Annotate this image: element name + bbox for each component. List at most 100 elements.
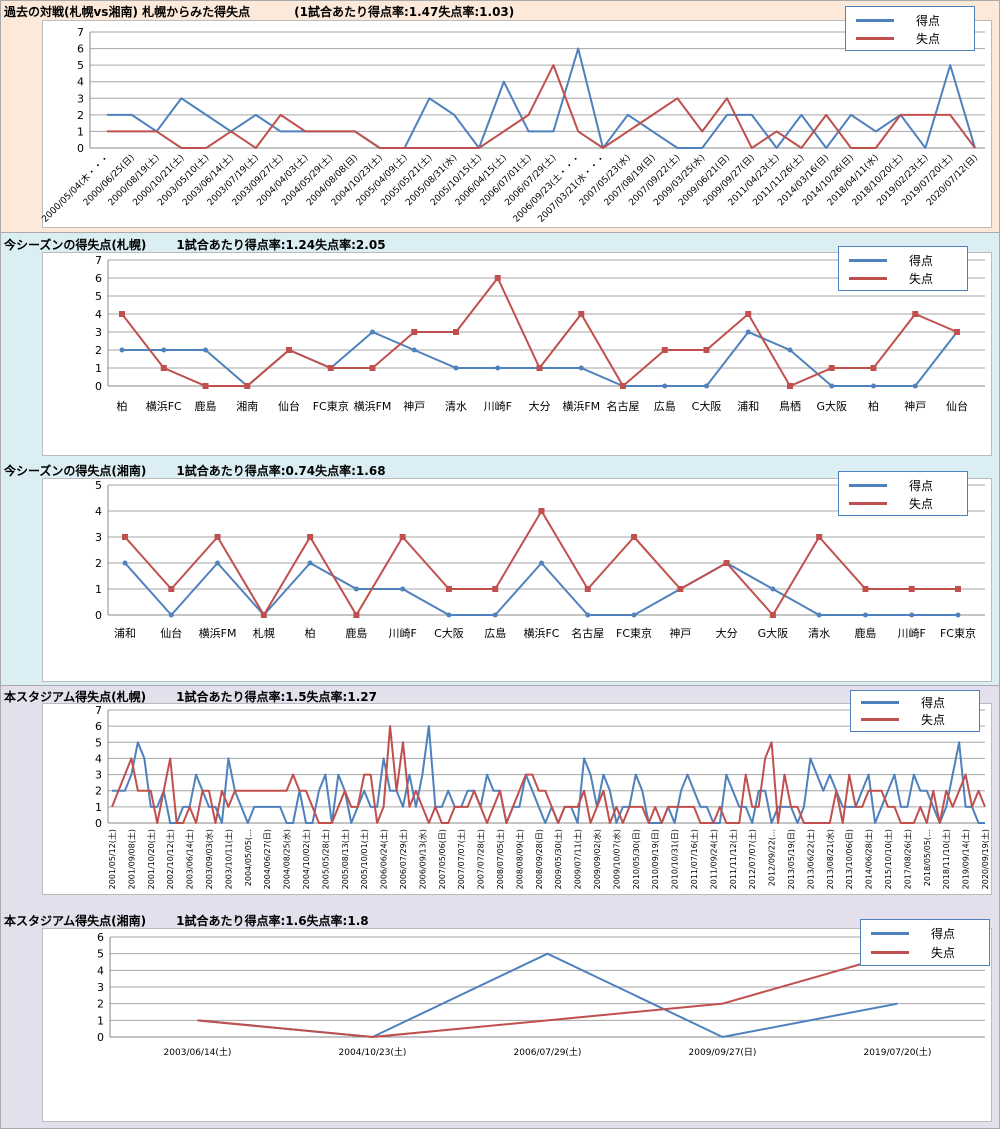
chart-1-series-conceded-line — [107, 64, 976, 149]
chart-3-y-tick: 3 — [95, 531, 102, 544]
chart-4-x-tick: 2013/06/22(土) — [805, 829, 815, 889]
chart-3-title: 今シーズンの得失点(湘南) 1試合あたり得点率:0.74失点率:1.68 — [4, 464, 386, 478]
chart-4-legend: 得点 失点 — [850, 690, 980, 732]
chart-2-scored-point — [704, 383, 709, 389]
chart-3-x-tick: 横浜FM — [199, 626, 237, 640]
chart-3-conceded-point — [492, 586, 499, 592]
chart-3-x-tick: 神戸 — [669, 626, 691, 640]
legend-label-conceded: 失点 — [909, 497, 934, 511]
chart-1-series-scored-line — [107, 47, 976, 149]
chart-2-scored-point — [161, 347, 167, 353]
chart-1-y-tick: 6 — [77, 43, 84, 56]
legend-label-conceded: 失点 — [921, 713, 946, 727]
chart-3-conceded-point — [908, 586, 915, 592]
chart-3-conceded-point — [955, 586, 961, 592]
chart-3-scored-point — [816, 612, 822, 618]
chart-2-x-tick: C大阪 — [692, 399, 722, 413]
chart-2-x-tick: 鹿島 — [195, 399, 217, 413]
chart-2-x-tick: 横浜FM — [354, 399, 392, 413]
chart-3-x-tick: C大阪 — [434, 626, 464, 640]
chart-4-x-tick: 2001/10/20(土) — [146, 829, 156, 889]
chart-3-x-tick: G大阪 — [758, 626, 789, 640]
chart-2-x-tick: 湘南 — [236, 399, 258, 413]
legend-label-conceded: 失点 — [916, 32, 941, 46]
chart-2-scored-point — [912, 383, 918, 389]
legend-label-scored: 得点 — [909, 254, 934, 268]
chart-4-y-tick: 3 — [95, 769, 102, 782]
chart-1-y-tick: 1 — [77, 125, 84, 138]
chart-4-x-tick: 2003/06/14(土) — [185, 829, 195, 889]
chart-3-conceded-point — [399, 534, 406, 540]
chart-2-x-tick: 神戸 — [403, 399, 425, 413]
chart-3-y-tick: 5 — [95, 479, 102, 492]
chart-5-y-tick: 5 — [97, 948, 104, 961]
chart-3-x-tick: 浦和 — [114, 627, 136, 640]
legend-swatch-conceded — [871, 951, 909, 954]
chart-2-y-tick: 3 — [95, 326, 102, 339]
chart-2-scored-point — [829, 383, 835, 389]
chart-2-x-tick: 鳥栖 — [779, 399, 801, 413]
chart-4-x-tick: 2008/09/28(日) — [535, 829, 544, 889]
chart-4-x-tick: 2019/09/14(土) — [961, 829, 971, 889]
chart-3-scored-point — [770, 586, 776, 592]
chart-4-y-tick: 2 — [95, 785, 102, 798]
chart-5-x-tick: 2009/09/27(日) — [689, 1047, 757, 1058]
chart-2-x-tick: 横浜FC — [146, 399, 182, 413]
chart-3-conceded-point — [353, 612, 360, 618]
chart-3-conceded-point — [769, 612, 776, 618]
chart-2-conceded-point — [327, 365, 334, 371]
chart-4-x-tick: 2011/07/16(土) — [689, 829, 699, 889]
chart-3-x-tick: 横浜FC — [523, 626, 559, 640]
chart-3-x-tick: 清水 — [808, 627, 830, 640]
legend-swatch-scored — [849, 259, 887, 262]
chart-3-x-tick: 仙台 — [160, 626, 182, 640]
chart-5-x-tick: 2004/10/23(土) — [339, 1046, 407, 1058]
chart-3-conceded-point — [122, 534, 128, 540]
chart-3-scored-point — [446, 612, 452, 618]
chart-2-conceded-point — [453, 329, 459, 335]
chart-2-scored-point — [411, 347, 417, 353]
chart-4-x-tick: 2011/11/12(土) — [728, 829, 738, 889]
chart-4-x-tick: 2006/09/13(水) — [417, 829, 427, 889]
chart-1-y-tick: 7 — [77, 26, 84, 39]
chart-4-x-tick: 2003/10/11(土) — [223, 829, 233, 889]
chart-4-x-tick: 2009/10/07(水) — [611, 829, 621, 889]
chart-2-scored-point — [203, 347, 208, 353]
chart-2-conceded-point — [870, 365, 877, 371]
chart-3-conceded-point — [584, 586, 591, 592]
chart-4-x-tick: 2010/09/19(日) — [651, 829, 660, 889]
chart-4-x-tick: 2013/10/06(日) — [845, 829, 854, 889]
chart-3-legend: 得点 失点 — [838, 471, 968, 516]
legend-swatch-scored — [871, 932, 909, 935]
legend-label-scored: 得点 — [931, 927, 956, 941]
chart-2-conceded-point — [661, 347, 668, 353]
chart-3-y-tick: 1 — [95, 583, 102, 596]
chart-3-x-tick: 柏 — [305, 626, 316, 640]
chart-5-y-tick: 0 — [97, 1031, 104, 1044]
legend-swatch-conceded — [849, 277, 887, 280]
chart-4-x-tick: 2002/10/12(土) — [165, 829, 175, 889]
chart-2-conceded-point — [787, 383, 793, 389]
chart-5-x-tick: 2019/07/20(土) — [864, 1046, 932, 1058]
chart-3-scored-point — [492, 612, 498, 618]
chart-4-x-tick: 2009/07/11(土) — [573, 829, 583, 889]
chart-2-scored-point — [119, 347, 125, 353]
chart-4-series-scored-line — [112, 725, 985, 824]
chart-4-x-tick: 2006/06/24(土) — [379, 829, 389, 889]
chart-2-x-tick: 名古屋 — [607, 399, 640, 413]
chart-2-conceded-point — [912, 311, 919, 317]
chart-4-x-tick: 2006/07/29(土) — [398, 829, 408, 889]
chart-1-y-tick: 3 — [77, 92, 84, 105]
chart-3-scored-point — [585, 612, 591, 618]
chart-2-x-tick: G大阪 — [816, 399, 847, 413]
chart-2-y-tick: 5 — [95, 290, 102, 303]
chart-4-x-tick: 2009/09/02(水) — [592, 829, 602, 889]
chart-2-scored-point — [370, 329, 375, 335]
chart-4-x-tick: 2013/05/19(日) — [787, 829, 796, 889]
chart-3-conceded-point — [862, 586, 869, 592]
chart-3-scored-point — [400, 586, 406, 592]
chart-4-x-tick: 2003/09/03(水) — [204, 829, 214, 889]
chart-3-scored-point — [307, 560, 313, 566]
chart-5-title: 本スタジアム得失点(湘南) 1試合あたり得点率:1.6失点率:1.8 — [4, 914, 369, 928]
chart-3-conceded-point — [816, 534, 823, 540]
